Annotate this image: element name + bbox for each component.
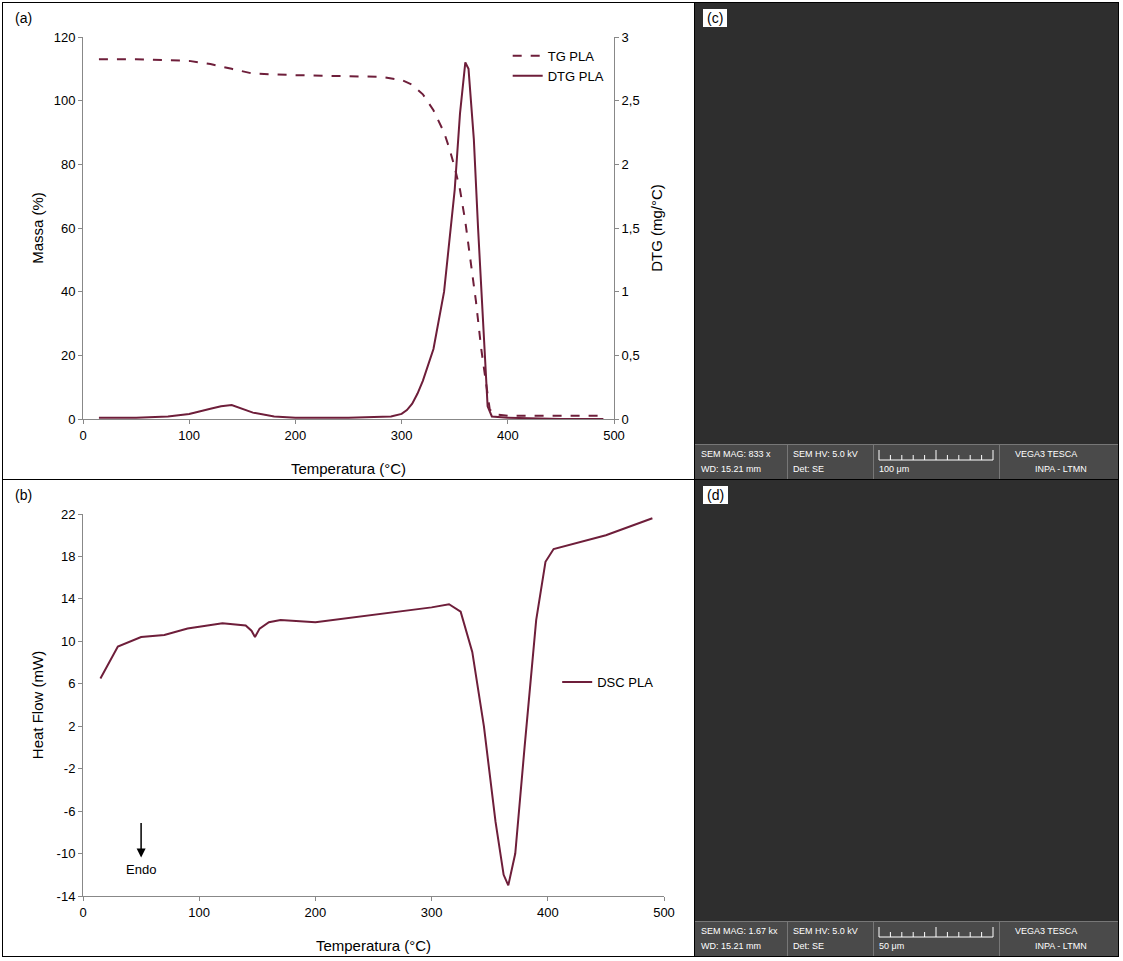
svg-text:Heat Flow (mW): Heat Flow (mW) <box>29 651 46 759</box>
svg-text:-6: -6 <box>64 804 76 819</box>
svg-text:120: 120 <box>54 30 76 45</box>
html-text:VEGA3 TESCA: VEGA3 TESCA <box>1015 926 1078 936</box>
html-text:INPA - LTMN: INPA - LTMN <box>1035 941 1087 951</box>
html-text:WD: 15.21 mm: WD: 15.21 mm <box>701 941 761 951</box>
svg-text:200: 200 <box>285 428 307 443</box>
html-text:INPA - LTMN: INPA - LTMN <box>1035 464 1087 474</box>
svg-text:14: 14 <box>61 591 75 606</box>
svg-text:2: 2 <box>622 157 629 172</box>
svg-text:TG PLA: TG PLA <box>548 49 595 64</box>
html-text:VEGA3 TESCA: VEGA3 TESCA <box>1015 449 1078 459</box>
svg-text:500: 500 <box>653 905 675 920</box>
svg-text:200: 200 <box>305 905 327 920</box>
html-text:SEM MAG: 833 x: SEM MAG: 833 x <box>701 449 771 459</box>
svg-text:500: 500 <box>603 428 625 443</box>
svg-text:-10: -10 <box>57 846 76 861</box>
svg-text:2: 2 <box>68 719 75 734</box>
html-text:SEM HV: 5.0 kV: SEM HV: 5.0 kV <box>793 926 858 936</box>
svg-text:40: 40 <box>61 284 75 299</box>
html-text:SEM HV: 5.0 kV: SEM HV: 5.0 kV <box>793 449 858 459</box>
svg-text:0: 0 <box>622 412 629 427</box>
svg-text:Temperatura (°C): Temperatura (°C) <box>316 937 431 954</box>
svg-text:-14: -14 <box>57 889 76 904</box>
html-text:Det: SE: Det: SE <box>793 941 824 951</box>
svg-text:80: 80 <box>61 157 75 172</box>
html-text:(a): (a) <box>15 10 33 26</box>
svg-text:0: 0 <box>68 412 75 427</box>
svg-text:100: 100 <box>178 428 200 443</box>
svg-text:1: 1 <box>622 284 629 299</box>
html-text:(c): (c) <box>707 10 724 26</box>
svg-text:0: 0 <box>79 905 86 920</box>
svg-text:18: 18 <box>61 549 75 564</box>
svg-text:22: 22 <box>61 507 75 522</box>
svg-text:1,5: 1,5 <box>622 221 640 236</box>
svg-text:0: 0 <box>79 428 86 443</box>
svg-text:DTG (mg/°C): DTG (mg/°C) <box>648 184 665 272</box>
svg-text:3: 3 <box>622 30 629 45</box>
svg-text:400: 400 <box>497 428 519 443</box>
svg-text:DSC PLA: DSC PLA <box>597 675 653 690</box>
html-text:SEM MAG: 1.67 kx: SEM MAG: 1.67 kx <box>701 926 778 936</box>
svg-text:-2: -2 <box>64 761 76 776</box>
svg-text:100: 100 <box>54 93 76 108</box>
svg-text:300: 300 <box>391 428 413 443</box>
svg-text:2,5: 2,5 <box>622 93 640 108</box>
svg-text:0,5: 0,5 <box>622 348 640 363</box>
svg-text:Temperatura (°C): Temperatura (°C) <box>291 460 406 477</box>
svg-text:Massa (%): Massa (%) <box>29 192 46 264</box>
html-text:WD: 15.21 mm: WD: 15.21 mm <box>701 464 761 474</box>
svg-text:60: 60 <box>61 221 75 236</box>
svg-text:400: 400 <box>537 905 559 920</box>
html-text:Det: SE: Det: SE <box>793 464 824 474</box>
svg-text:100: 100 <box>188 905 210 920</box>
svg-text:20: 20 <box>61 348 75 363</box>
svg-text:6: 6 <box>68 676 75 691</box>
svg-text:Endo: Endo <box>126 862 156 877</box>
svg-text:10: 10 <box>61 634 75 649</box>
html-text:50 μm: 50 μm <box>879 941 905 951</box>
html-text:(d): (d) <box>707 487 725 503</box>
html-text:(b): (b) <box>15 487 33 503</box>
html-text:100 μm: 100 μm <box>879 464 910 474</box>
svg-text:300: 300 <box>421 905 443 920</box>
svg-text:DTG PLA: DTG PLA <box>548 69 604 84</box>
